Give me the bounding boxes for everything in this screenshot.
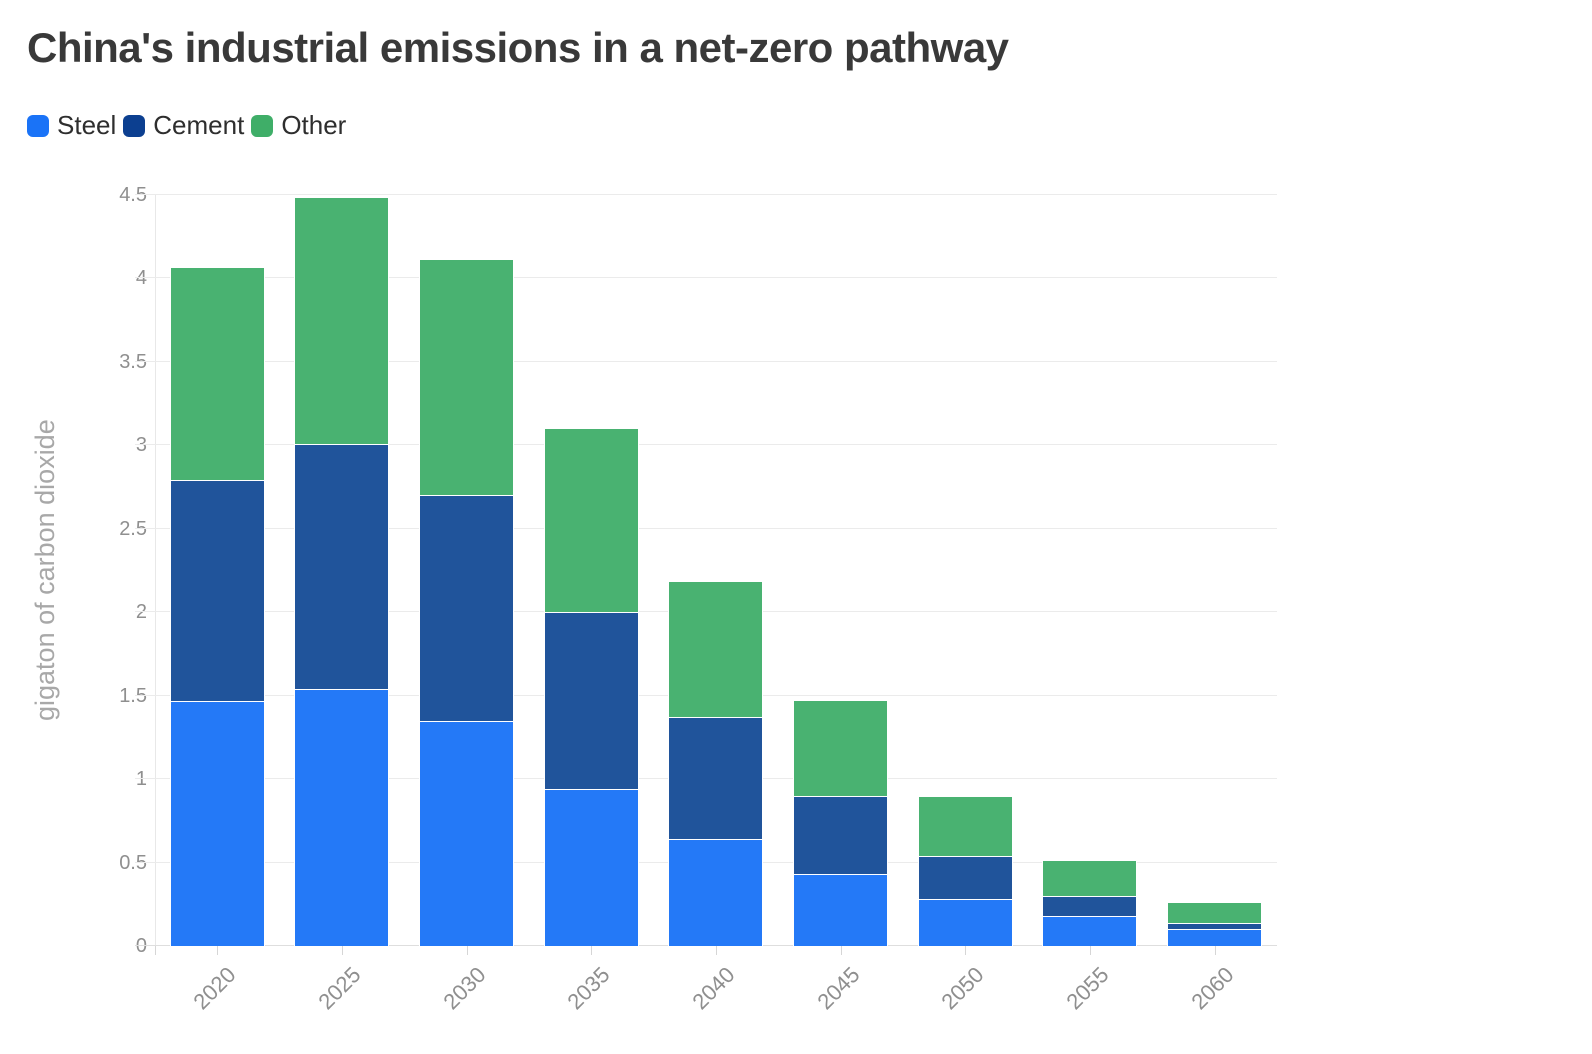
bar-2020 [155,195,280,955]
x-label-slot-2045: 2045 [778,946,903,1046]
x-axis-tick-2045 [840,946,842,955]
bar-segment-cement-2040[interactable] [669,717,763,840]
x-axis-label-2035: 2035 [562,962,616,1015]
plot-area [135,194,1277,955]
x-axis-label-2020: 2020 [188,962,242,1015]
legend: Steel Cement Other [27,110,353,141]
bar-segment-cement-2035[interactable] [544,612,638,790]
bar-segment-other-2020[interactable] [170,268,264,481]
y-axis-line [155,195,156,946]
bar-segment-other-2045[interactable] [794,700,888,796]
bar-segment-steel-2025[interactable] [295,689,389,946]
bar-segment-other-2050[interactable] [918,797,1012,856]
gridline-3.5 [135,360,1277,362]
legend-swatch-steel [27,114,49,137]
x-label-slot-2025: 2025 [280,946,405,1046]
bar-2050 [903,195,1028,955]
x-axis-tick-2060 [1214,946,1216,955]
x-axis-tick-2025 [341,946,343,955]
legend-label: Cement [153,110,245,140]
x-axis-label-2055: 2055 [1061,962,1114,1015]
bar-segment-other-2040[interactable] [669,582,763,718]
gridline-3 [135,444,1277,446]
bar-segment-steel-2050[interactable] [918,899,1012,946]
y-tick-label-1.5: 1.5 [119,684,147,707]
bar-segment-steel-2020[interactable] [170,700,264,946]
bar-segment-steel-2060[interactable] [1168,929,1262,946]
bar-2035 [529,195,654,955]
x-label-slot-2020: 2020 [155,946,280,1046]
legend-label: Other [281,110,347,140]
bar-segment-steel-2040[interactable] [669,839,763,946]
x-axis-label-2045: 2045 [812,962,865,1015]
bar-segment-cement-2025[interactable] [295,443,389,689]
legend-swatch-other [251,114,274,137]
x-axis-tick-2020 [217,946,219,955]
bar-segment-cement-2045[interactable] [794,795,888,875]
x-axis-tick-2055 [1089,946,1091,955]
bar-segment-steel-2045[interactable] [794,874,888,946]
bar-2030 [404,195,529,955]
bar-2040 [654,195,779,955]
legend-item-steel[interactable]: Steel [27,110,116,141]
bar-segment-other-2025[interactable] [295,198,389,444]
bar-2060 [1152,195,1277,955]
bar-2025 [280,195,405,955]
y-tick-label-3: 3 [0,433,147,457]
legend-swatch-cement [123,114,146,137]
y-tick-label-2.5: 2.5 [119,517,147,540]
x-label-slot-2040: 2040 [654,946,779,1046]
legend-label: Steel [57,110,117,140]
x-axis-labels: 2020 2025 2030 2035 2040 2045 2050 2055 2060 [155,946,1277,1046]
y-tick-label-0.5: 0.5 [119,851,147,874]
x-axis-tick-2035 [591,946,593,955]
legend-item-other[interactable]: Other [251,110,346,141]
bar-segment-other-2030[interactable] [420,260,514,496]
bar-segment-cement-2030[interactable] [420,495,514,721]
x-axis-label-2040: 2040 [687,962,740,1015]
x-label-slot-2055: 2055 [1028,946,1153,1046]
y-tick-label-1: 1 [0,767,147,791]
y-tick-label-2: 2 [0,600,147,624]
bar-segment-other-2060[interactable] [1168,902,1262,923]
bar-2045 [778,195,903,955]
y-tick-label-3.5: 3.5 [119,350,147,373]
bar-2055 [1028,195,1153,955]
x-axis-tick-2040 [715,946,717,955]
x-axis-tick-2050 [965,946,967,955]
x-label-slot-2030: 2030 [404,946,529,1046]
x-axis-label-2050: 2050 [936,962,990,1015]
bar-segment-cement-2055[interactable] [1043,895,1137,916]
bar-segment-cement-2020[interactable] [170,480,264,701]
y-tick-label-4.5: 4.5 [119,184,147,206]
bar-segment-other-2055[interactable] [1043,860,1137,896]
x-axis-tick-2030 [466,946,468,955]
x-label-slot-2035: 2035 [529,946,654,1046]
legend-item-cement[interactable]: Cement [123,110,244,141]
y-axis-tick-labels: 0 0.5 1 1.5 2 2.5 3 3.5 4 4.5 [0,0,147,1054]
y-tick-label-4: 4 [0,266,147,290]
x-axis-origin-tick [155,946,156,955]
x-axis-label-2025: 2025 [313,962,366,1015]
x-axis-label-2030: 2030 [438,962,491,1015]
x-label-slot-2050: 2050 [903,946,1028,1046]
chart-title: China's industrial emissions in a net-ze… [27,24,1009,71]
y-tick-label-0: 0 [135,935,147,957]
x-axis-label-2060: 2060 [1186,962,1239,1015]
x-label-slot-2060: 2060 [1152,946,1277,1046]
gridline-4 [135,277,1277,279]
bar-segment-cement-2060[interactable] [1168,922,1262,930]
bar-segment-other-2035[interactable] [544,428,638,613]
bar-segment-steel-2055[interactable] [1043,915,1137,946]
gridline-2.5 [135,527,1277,529]
bar-segment-steel-2030[interactable] [420,720,514,946]
gridline-4.5 [135,194,1277,195]
bar-segment-steel-2035[interactable] [544,789,638,946]
bar-segment-cement-2050[interactable] [918,855,1012,900]
